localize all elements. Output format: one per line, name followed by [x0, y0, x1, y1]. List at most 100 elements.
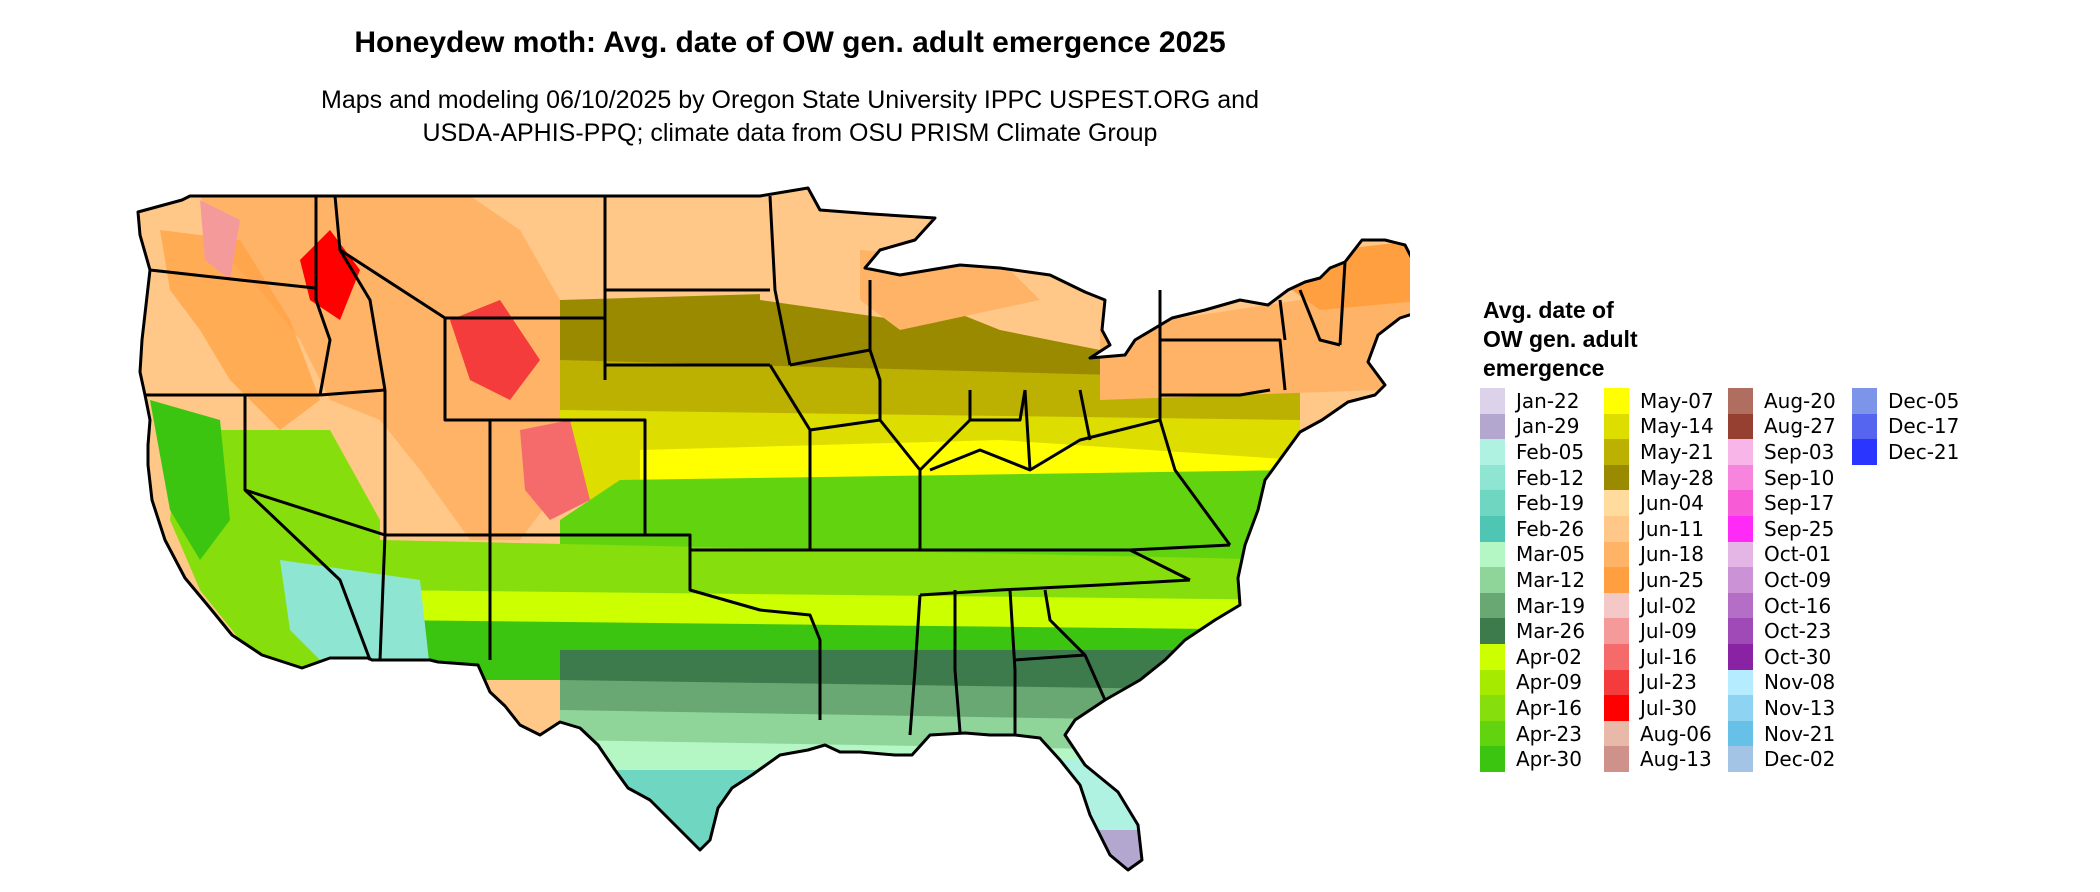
legend-label: Oct-09: [1764, 567, 1832, 592]
legend-label: Apr-09: [1516, 670, 1582, 695]
legend-label: Mar-26: [1516, 619, 1586, 644]
legend-column: May-07 May-14 May-21 May-28 Jun-04 Jun-11 Jun-…: [1604, 388, 1728, 772]
legend-item: Oct-30: [1728, 643, 1852, 670]
legend-swatch: [1480, 695, 1505, 721]
legend-column: Jan-22 Jan-29 Feb-05 Feb-12 Feb-19 Feb-26 Mar-…: [1480, 388, 1604, 772]
legend-label: Jan-29: [1516, 414, 1580, 439]
legend-item: Jul-30: [1604, 695, 1728, 721]
legend-swatch: [1604, 592, 1629, 619]
legend-item: Oct-09: [1728, 567, 1852, 593]
legend-label: Jul-02: [1640, 593, 1697, 618]
legend-label: Apr-02: [1516, 644, 1582, 669]
legend-label: Jun-25: [1640, 567, 1704, 592]
legend-label: Oct-01: [1764, 542, 1832, 567]
legend-item: Jun-04: [1604, 490, 1728, 516]
legend-label: Feb-12: [1516, 465, 1585, 490]
legend-title-line-2: OW gen. adult: [1483, 326, 1638, 352]
legend-label: Sep-25: [1764, 516, 1835, 541]
legend-label: Feb-26: [1516, 516, 1585, 541]
legend-label: Apr-16: [1516, 695, 1582, 720]
legend-label: Dec-02: [1764, 747, 1836, 772]
legend-label: Nov-13: [1764, 695, 1836, 720]
legend-item: Jun-25: [1604, 567, 1728, 593]
legend-swatch: [1728, 746, 1753, 772]
legend-item: Jun-11: [1604, 515, 1728, 542]
legend-swatch: [1480, 388, 1505, 414]
color-legend: Jan-22 Jan-29 Feb-05 Feb-12 Feb-19 Feb-26 Mar-…: [1480, 388, 1976, 772]
legend-swatch: [1604, 669, 1629, 696]
legend-item: Apr-16: [1480, 695, 1604, 721]
legend-item: Feb-19: [1480, 490, 1604, 516]
legend-swatch: [1604, 643, 1629, 670]
legend-item: Jul-16: [1604, 643, 1728, 670]
legend-item: Aug-06: [1604, 720, 1728, 747]
subtitle-line-1: Maps and modeling 06/10/2025 by Oregon S…: [321, 86, 1259, 114]
legend-swatch: [1728, 388, 1753, 414]
legend-swatch: [1852, 413, 1877, 440]
legend-column: Dec-05 Dec-17 Dec-21: [1852, 388, 1976, 465]
legend-swatch: [1480, 643, 1505, 670]
legend-swatch: [1480, 567, 1505, 593]
legend-swatch: [1604, 388, 1629, 414]
legend-label: Mar-05: [1516, 542, 1586, 567]
legend-item: Jun-18: [1604, 541, 1728, 568]
legend-item: Jan-22: [1480, 388, 1604, 414]
legend-item: Dec-02: [1728, 746, 1852, 772]
legend-item: Feb-12: [1480, 464, 1604, 491]
legend-item: Aug-20: [1728, 388, 1852, 414]
legend-item: Sep-10: [1728, 464, 1852, 491]
legend-swatch: [1480, 490, 1505, 516]
legend-item: Sep-03: [1728, 439, 1852, 465]
us-emergence-map: [136, 186, 1410, 872]
legend-swatch: [1728, 618, 1753, 644]
legend-item: May-21: [1604, 439, 1728, 465]
legend-label: Nov-08: [1764, 670, 1836, 695]
legend-item: Mar-26: [1480, 618, 1604, 644]
legend-item: Nov-21: [1728, 720, 1852, 747]
legend-item: Jul-02: [1604, 592, 1728, 619]
legend-swatch: [1728, 592, 1753, 619]
legend-label: May-07: [1640, 388, 1714, 413]
legend-swatch: [1728, 567, 1753, 593]
legend-swatch: [1728, 439, 1753, 465]
legend-swatch: [1480, 439, 1505, 465]
legend-swatch: [1604, 413, 1629, 440]
legend-swatch: [1604, 746, 1629, 772]
legend-item: Jul-09: [1604, 618, 1728, 644]
legend-label: Aug-13: [1640, 747, 1712, 772]
legend-swatch: [1480, 592, 1505, 619]
legend-label: Jul-30: [1640, 695, 1697, 720]
legend-swatch: [1480, 720, 1505, 747]
legend-label: Jan-22: [1516, 388, 1580, 413]
legend-title-line-3: emergence: [1483, 355, 1605, 381]
legend-label: Aug-20: [1764, 388, 1836, 413]
legend-item: Nov-08: [1728, 669, 1852, 696]
legend-swatch: [1604, 515, 1629, 542]
legend-label: May-14: [1640, 414, 1714, 439]
legend-title-line-1: Avg. date of: [1483, 297, 1614, 323]
legend-label: Dec-05: [1888, 388, 1960, 413]
legend-label: Feb-05: [1516, 439, 1585, 464]
legend-item: Feb-26: [1480, 515, 1604, 542]
legend-label: Jun-18: [1640, 542, 1704, 567]
map-subtitle: Maps and modeling 06/10/2025 by Oregon S…: [0, 84, 1580, 150]
legend-label: Mar-19: [1516, 593, 1586, 618]
legend-item: Jul-23: [1604, 669, 1728, 696]
legend-item: Dec-17: [1852, 413, 1976, 440]
legend-label: Oct-30: [1764, 644, 1832, 669]
legend-item: Mar-19: [1480, 592, 1604, 619]
legend-swatch: [1604, 695, 1629, 721]
legend-swatch: [1480, 413, 1505, 440]
legend-label: Dec-21: [1888, 439, 1960, 464]
state-boundaries: [136, 186, 1410, 872]
legend-swatch: [1480, 669, 1505, 696]
legend-item: Apr-30: [1480, 746, 1604, 772]
legend-swatch: [1728, 490, 1753, 516]
legend-swatch: [1728, 669, 1753, 696]
legend-label: Aug-27: [1764, 414, 1836, 439]
legend-label: Dec-17: [1888, 414, 1960, 439]
legend-label: Aug-06: [1640, 721, 1712, 746]
legend-item: May-07: [1604, 388, 1728, 414]
legend-label: May-21: [1640, 439, 1714, 464]
legend-swatch: [1480, 515, 1505, 542]
